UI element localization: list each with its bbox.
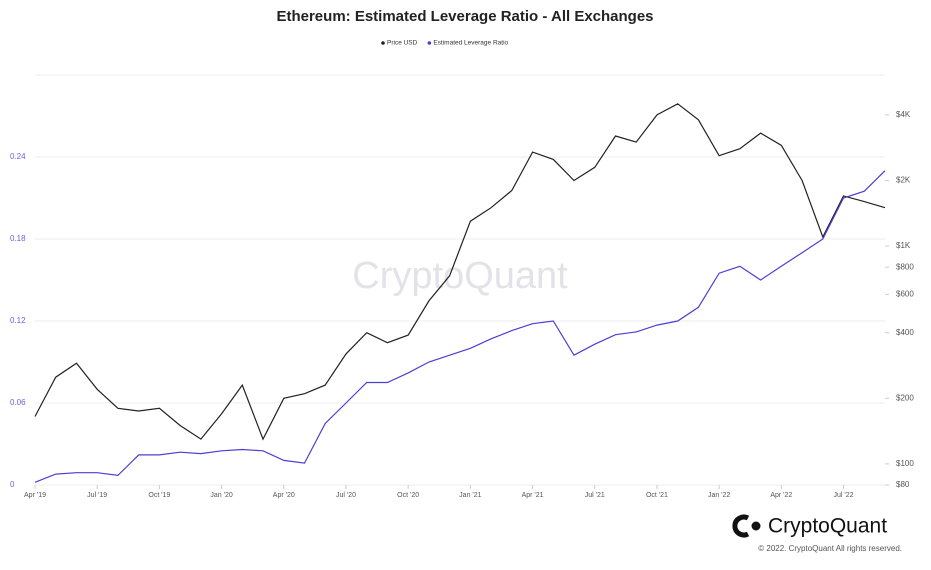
- x-tick-label: Jul '19: [87, 492, 107, 499]
- x-tick-label: Oct '20: [397, 492, 419, 499]
- y2-tick-label: $600: [896, 289, 914, 298]
- y2-tick-label: $1K: [896, 241, 911, 250]
- x-tick-label: Apr '21: [522, 492, 544, 499]
- x-tick-label: Jan '21: [459, 492, 481, 499]
- series-line: [34, 103, 886, 441]
- x-tick-label: Apr '19: [24, 492, 46, 499]
- y2-tick-label: $100: [896, 459, 914, 468]
- legend-marker: [381, 41, 385, 45]
- logo-dot: [751, 521, 761, 531]
- y-tick-label: 0.06: [10, 398, 26, 407]
- y-tick-label: 0: [10, 480, 15, 489]
- chart-title: Ethereum: Estimated Leverage Ratio - All…: [276, 8, 653, 25]
- y2-tick-label: $800: [896, 262, 914, 271]
- x-tick-label: Jul '21: [585, 492, 605, 499]
- brand: CryptoQuant: [768, 515, 887, 538]
- x-tick-label: Jan '20: [210, 492, 232, 499]
- x-tick-label: Jan '22: [708, 492, 730, 499]
- logo-mark: [732, 514, 750, 538]
- x-tick-label: Apr '20: [273, 492, 295, 499]
- x-tick-label: Apr '22: [770, 492, 792, 499]
- copyright: © 2022. CryptoQuant All rights reserved.: [758, 544, 902, 553]
- y2-tick-label: $200: [896, 393, 914, 402]
- y-tick-label: 0.24: [10, 152, 26, 161]
- legend-marker: [427, 41, 432, 45]
- x-tick-label: Oct '19: [148, 492, 170, 499]
- legend-label: Price USD: [387, 40, 418, 47]
- y2-tick-label: $4K: [896, 110, 911, 119]
- logo: [732, 514, 761, 538]
- y-tick-label: 0.12: [10, 316, 26, 325]
- y2-tick-label: $2K: [896, 176, 911, 185]
- y-tick-label: 0.18: [10, 234, 26, 243]
- x-tick-label: Jul '20: [336, 492, 356, 499]
- y2-tick-label: $80: [896, 480, 910, 489]
- series-line: [34, 170, 886, 483]
- watermark: CryptoQuant: [352, 255, 568, 297]
- x-tick-label: Jul '22: [834, 492, 854, 499]
- legend-label: Estimated Leverage Ratio: [433, 40, 508, 47]
- y2-tick-label: $400: [896, 328, 914, 337]
- x-tick-label: Oct '21: [646, 492, 668, 499]
